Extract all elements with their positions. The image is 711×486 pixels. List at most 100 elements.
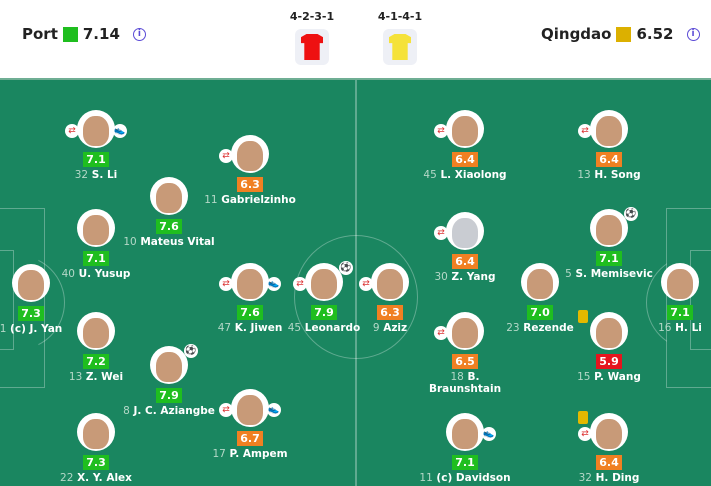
substitution-icon: ⇄ (293, 277, 307, 291)
substitution-icon: ⇄ (219, 277, 233, 291)
substitution-icon: ⇄ (578, 427, 592, 441)
away-team-rating: 6.52 (636, 25, 674, 43)
player-card[interactable]: 7.3 1 (c) J. Yan (0, 264, 81, 335)
player-card[interactable]: 5.9 15 P. Wang (559, 310, 659, 383)
player-name: H. Ding (595, 472, 640, 484)
player-number: 40 (61, 268, 75, 280)
assist-boot-icon: 👟 (267, 277, 281, 291)
player-label: 11 (c) Davidson (415, 472, 515, 484)
player-card[interactable]: 7.2 13 Z. Wei (46, 312, 146, 383)
home-rating-swatch (62, 26, 78, 42)
player-number: 11 (204, 194, 218, 206)
player-card[interactable]: ⇄ 6.3 9 Aziz (340, 263, 440, 334)
player-label: 47 K. Jiwen (200, 322, 300, 334)
player-number: 9 (372, 322, 380, 334)
player-name: Mateus Vital (140, 236, 215, 248)
player-label: 32 S. Li (46, 169, 146, 181)
player-label: 8 J. C. Aziangbe (119, 405, 219, 417)
player-card[interactable]: ⇄ 6.4 32 H. Ding (559, 411, 659, 484)
player-name: S. Li (91, 169, 118, 181)
substitution-icon: ⇄ (219, 149, 233, 163)
player-card[interactable]: ⚽ 7.1 5 S. Memisevic (559, 207, 659, 280)
player-label: 1 (c) J. Yan (0, 323, 81, 335)
player-card[interactable]: 7.6 10 Mateus Vital (119, 177, 219, 248)
home-formation-label: 4-2-3-1 (289, 10, 335, 23)
player-label: 13 Z. Wei (46, 371, 146, 383)
player-avatar: ⚽ (590, 207, 638, 247)
player-avatar: ⚽ (150, 344, 198, 384)
player-name: Z. Yang (451, 271, 496, 283)
player-number: 16 (658, 322, 672, 334)
player-rating: 6.4 (452, 254, 478, 269)
player-name: Aziz (383, 322, 408, 334)
player-card[interactable]: ⇄ 6.4 13 H. Song (559, 110, 659, 181)
home-goal-box (0, 250, 14, 350)
player-rating: 6.3 (237, 177, 263, 192)
player-card[interactable]: 7.3 22 X. Y. Alex (46, 413, 146, 484)
player-rating: 6.4 (452, 152, 478, 167)
player-rating: 7.0 (527, 305, 553, 320)
player-avatar: 👟 (446, 413, 496, 451)
player-card[interactable]: ⇄ 6.4 45 L. Xiaolong (415, 110, 515, 181)
player-card[interactable]: 7.1 16 H. Li (630, 263, 711, 334)
goal-ball-icon: ⚽ (184, 344, 198, 358)
player-card[interactable]: ⇄ 👟 6.7 17 P. Ampem (200, 389, 300, 460)
player-avatar: ⇄ (359, 263, 409, 301)
player-avatar (77, 209, 115, 247)
player-rating: 7.1 (452, 455, 478, 470)
away-goal-box (690, 250, 711, 350)
player-rating: 7.9 (156, 388, 182, 403)
player-number: 13 (68, 371, 83, 383)
player-name: S. Memisevic (575, 268, 653, 280)
player-avatar (77, 413, 115, 451)
player-name: Leonardo (304, 322, 361, 334)
player-label: 40 U. Yusup (46, 268, 146, 280)
away-formation: 4-1-4-1 (375, 10, 425, 65)
player-label: 16 H. Li (630, 322, 711, 334)
player-avatar: ⇄ (434, 110, 484, 148)
player-number: 32 (74, 169, 89, 181)
player-avatar: ⇄ (578, 411, 628, 451)
player-avatar: ⇄ 👟 (219, 389, 281, 427)
player-number: 15 (577, 371, 591, 383)
player-number: 30 (434, 271, 448, 283)
away-team-name: Qingdao (541, 25, 612, 43)
info-icon[interactable]: i (132, 27, 146, 41)
player-rating: 6.4 (596, 455, 622, 470)
substitution-icon: ⇄ (219, 403, 233, 417)
player-card[interactable]: 7.1 40 U. Yusup (46, 209, 146, 280)
player-label: 45 L. Xiaolong (415, 169, 515, 181)
player-card[interactable]: ⚽ 7.9 8 J. C. Aziangbe (119, 344, 219, 417)
player-number: 11 (419, 472, 433, 484)
player-card[interactable]: ⇄ 6.4 30 Z. Yang (415, 212, 515, 283)
substitution-icon: ⇄ (434, 226, 448, 240)
home-shirt-icon (295, 29, 329, 65)
player-rating: 7.9 (311, 305, 337, 320)
goal-ball-icon: ⚽ (339, 261, 353, 275)
player-avatar (150, 177, 188, 215)
player-card[interactable]: 👟 7.1 11 (c) Davidson (415, 413, 515, 484)
info-icon[interactable]: i (686, 27, 700, 41)
away-team: Qingdao 6.52 i (541, 25, 700, 43)
player-rating: 5.9 (596, 354, 622, 369)
player-card[interactable]: 7.0 23 Rezende (490, 263, 590, 334)
substitution-icon: ⇄ (434, 326, 448, 340)
player-name: U. Yusup (78, 268, 131, 280)
player-label: 10 Mateus Vital (119, 236, 219, 248)
player-name: Z. Wei (85, 371, 124, 383)
substitution-icon: ⇄ (359, 277, 373, 291)
player-avatar (521, 263, 559, 301)
yellow-card-icon (578, 310, 588, 323)
player-rating: 7.6 (156, 219, 182, 234)
player-name: L. Xiaolong (440, 169, 507, 181)
player-avatar (77, 312, 115, 350)
player-name: (c) J. Yan (10, 323, 63, 335)
player-card[interactable]: ⇄ 6.3 11 Gabrielzinho (200, 135, 300, 206)
player-card[interactable]: ⇄ 6.5 18 B. Braunshtain (415, 312, 515, 395)
player-avatar (578, 310, 628, 350)
player-name: B. Braunshtain (428, 371, 502, 395)
home-formation: 4-2-3-1 (287, 10, 337, 65)
player-card[interactable]: ⇄ 👟 7.6 47 K. Jiwen (200, 263, 300, 334)
player-card[interactable]: ⇄ 👟 7.1 32 S. Li (46, 110, 146, 181)
player-card[interactable]: ⇄ ⚽ 7.9 45 Leonardo (274, 261, 374, 334)
